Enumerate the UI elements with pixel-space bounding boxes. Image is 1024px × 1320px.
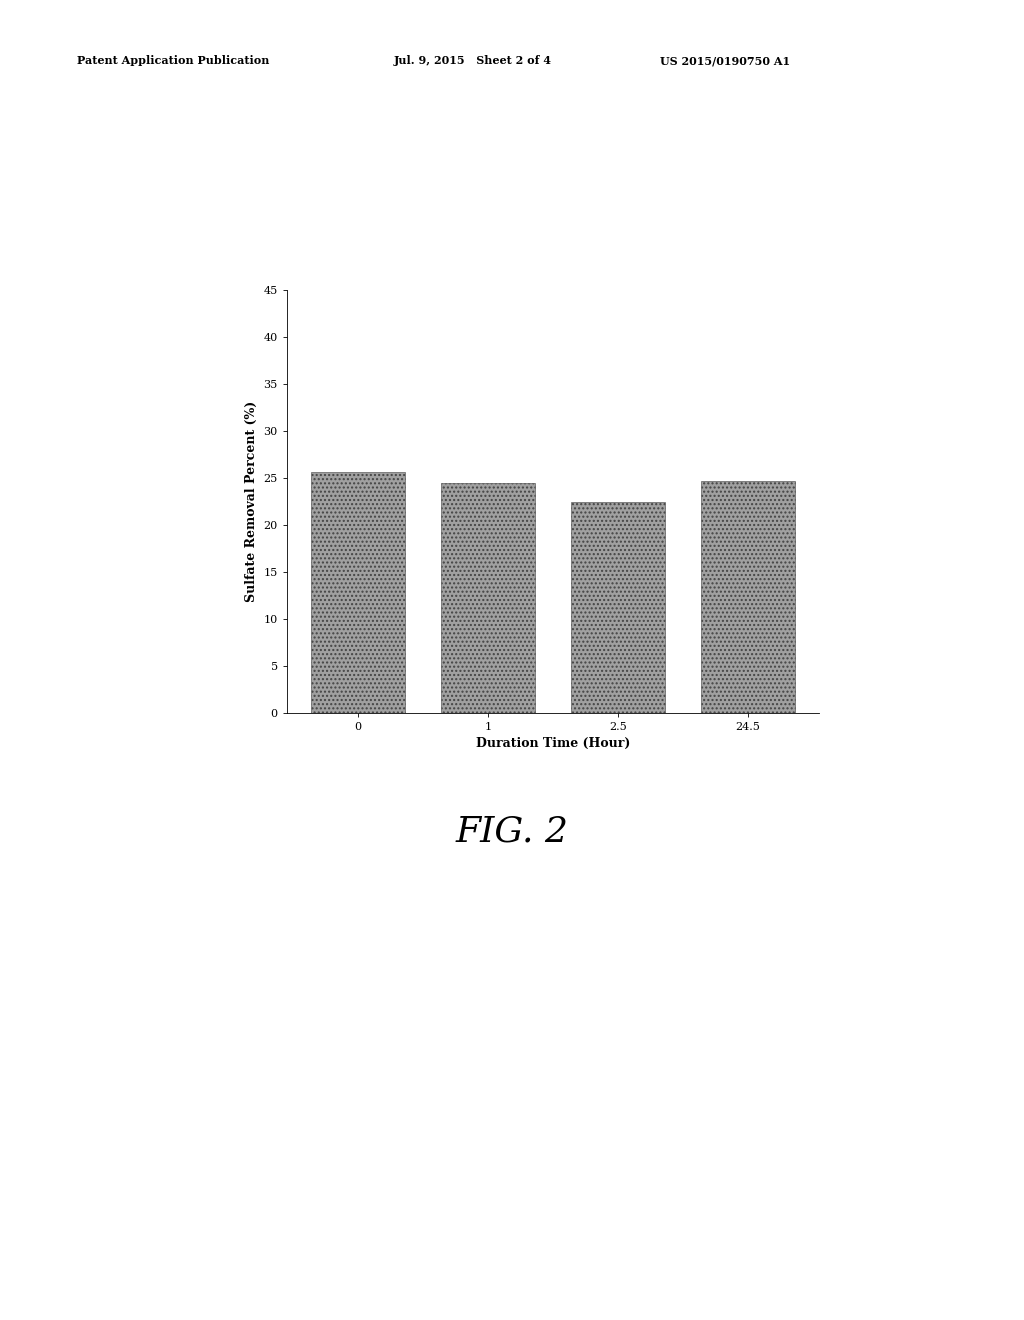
Text: Patent Application Publication: Patent Application Publication	[77, 55, 269, 66]
Text: FIG. 2: FIG. 2	[456, 814, 568, 849]
X-axis label: Duration Time (Hour): Duration Time (Hour)	[476, 738, 630, 750]
Bar	[311, 471, 404, 713]
Bar	[571, 502, 665, 713]
Bar	[441, 483, 535, 713]
Bar	[701, 480, 795, 713]
Text: US 2015/0190750 A1: US 2015/0190750 A1	[660, 55, 791, 66]
Text: Jul. 9, 2015   Sheet 2 of 4: Jul. 9, 2015 Sheet 2 of 4	[394, 55, 552, 66]
Y-axis label: Sulfate Removal Percent (%): Sulfate Removal Percent (%)	[245, 401, 258, 602]
